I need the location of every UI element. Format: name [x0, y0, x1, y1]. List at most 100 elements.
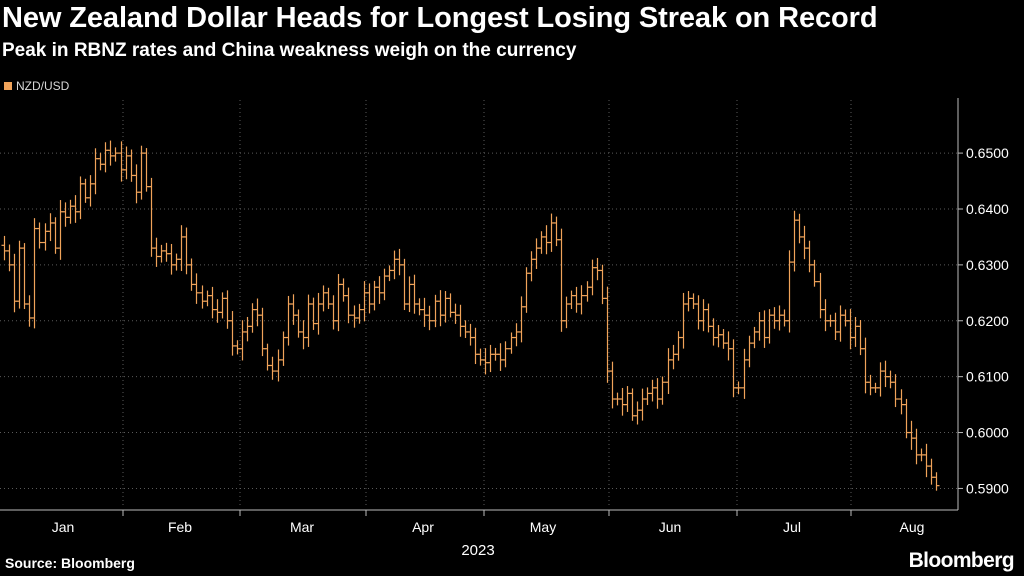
ohlc-bar — [817, 272, 824, 319]
ohlc-bar — [280, 331, 287, 366]
ohlc-bar — [426, 305, 433, 331]
ohlc-bar — [123, 146, 130, 180]
ohlc-bar — [290, 294, 297, 325]
ohlc-bar — [437, 290, 444, 327]
ohlc-bar — [644, 387, 651, 406]
source-note: Source: Bloomberg — [5, 555, 135, 571]
legend: NZD/USD — [4, 79, 69, 93]
ohlc-bar — [432, 294, 439, 328]
ohlc-bar — [158, 244, 165, 263]
ohlc-bar — [877, 362, 884, 397]
ohlc-bar — [776, 305, 783, 331]
ohlc-bar — [913, 428, 920, 465]
y-tick-label: 0.6500 — [966, 145, 1009, 161]
ohlc-bar — [320, 285, 327, 312]
ohlc-bar — [832, 312, 839, 340]
ohlc-bar — [518, 296, 525, 343]
y-tick-label: 0.6200 — [966, 313, 1009, 329]
ohlc-bar — [209, 286, 216, 319]
ohlc-bar — [173, 253, 180, 271]
ohlc-bar — [138, 145, 145, 200]
legend-swatch — [4, 82, 12, 90]
ohlc-bar — [639, 388, 646, 421]
y-tick-label: 0.6400 — [966, 201, 1009, 217]
y-tick-label: 0.5900 — [966, 480, 1009, 496]
ohlc-bar — [118, 141, 125, 182]
ohlc-bar — [508, 332, 515, 354]
x-tick-label: Jun — [659, 519, 682, 535]
ohlc-bar — [649, 379, 656, 402]
ohlc-bar — [746, 335, 753, 368]
ohlc-bar — [6, 244, 13, 272]
ohlc-bar — [847, 309, 854, 350]
ohlc-bar — [928, 458, 935, 485]
ohlc-bar — [204, 290, 211, 307]
chart-subtitle: Peak in RBNZ rates and China weakness we… — [2, 40, 577, 61]
ohlc-bar — [573, 286, 580, 313]
ohlc-bar — [16, 240, 23, 309]
ohlc-bar — [710, 318, 717, 346]
ohlc-bar — [735, 381, 742, 395]
ohlc-bar — [487, 344, 494, 373]
ohlc-bar — [366, 283, 373, 314]
ohlc-bar — [11, 253, 18, 313]
ohlc-bar — [264, 343, 271, 371]
ohlc-bar — [163, 242, 170, 262]
ohlc-bar — [335, 274, 342, 332]
ohlc-bar — [310, 297, 317, 330]
ohlc-bar — [867, 374, 874, 396]
x-tick-label: Jul — [783, 519, 801, 535]
ohlc-bar — [219, 292, 226, 319]
ohlc-bar — [183, 227, 190, 275]
ohlc-bar — [97, 152, 104, 171]
ohlc-bar — [143, 148, 150, 192]
ohlc-bar — [188, 258, 195, 291]
ohlc-bar — [351, 305, 358, 328]
ohlc-bar — [685, 291, 692, 312]
x-tick-label: Mar — [290, 519, 314, 535]
ohlc-bar — [568, 290, 575, 310]
ohlc-bar — [857, 319, 864, 356]
ohlc-bar — [781, 309, 788, 327]
ohlc-bar — [538, 231, 545, 254]
ohlc-bar — [36, 222, 43, 249]
ohlc-bar — [254, 298, 261, 327]
ohlc-bar — [330, 295, 337, 330]
ohlc-bar — [563, 296, 570, 329]
ohlc-bar — [57, 200, 64, 260]
ohlc-bar — [92, 148, 99, 195]
ohlc-bar — [381, 268, 388, 301]
ohlc-bar — [761, 310, 768, 348]
ohlc-bar — [553, 216, 560, 247]
ohlc-bar — [21, 243, 28, 310]
ohlc-bar — [725, 331, 732, 361]
ohlc-bar — [609, 361, 616, 409]
ohlc-bar — [741, 348, 748, 399]
ohlc-bar — [133, 164, 140, 204]
ohlc-bar — [584, 281, 591, 302]
ohlc-bar — [882, 360, 889, 388]
ohlc-bar — [345, 287, 352, 324]
ohlc-bar — [720, 329, 727, 349]
ohlc-bar — [604, 286, 611, 383]
ohlc-bar — [634, 401, 641, 425]
ohlc-chart: 0.5900 0.6000 0.6100 0.6200 0.6300 0.6400 0.65… — [0, 98, 1009, 555]
y-tick-label: 0.6000 — [966, 425, 1009, 441]
ohlc-bar — [371, 280, 378, 311]
ohlc-bar — [462, 320, 469, 338]
ohlc-bar — [315, 292, 322, 335]
ohlc-bar — [756, 312, 763, 341]
ohlc-bar — [229, 311, 236, 356]
ohlc-bar — [401, 258, 408, 311]
ohlc-bar — [578, 285, 585, 315]
ohlc-bar — [457, 304, 464, 337]
ohlc-bar — [199, 285, 206, 309]
ohlc-bar — [477, 348, 484, 366]
ohlc-bar — [523, 267, 530, 313]
ohlc-bar — [665, 348, 672, 394]
ohlc-bar — [269, 356, 276, 380]
ohlc-bar — [690, 293, 697, 310]
ohlc-bar — [452, 303, 459, 324]
ohlc-bar — [87, 175, 94, 207]
ohlc-bar — [811, 259, 818, 287]
